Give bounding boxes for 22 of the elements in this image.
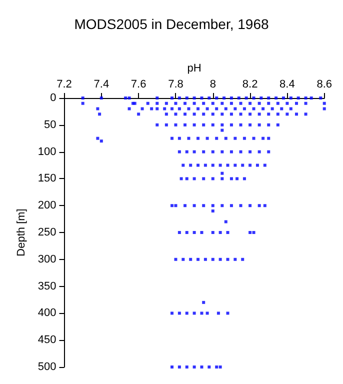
x-tick-label: 8.6 [316, 78, 332, 90]
y-tick-label: 300 [38, 253, 56, 266]
y-tick-label: 500 [38, 361, 56, 373]
y-tick-label: 400 [38, 307, 56, 320]
y-tick-label: 100 [38, 146, 56, 158]
x-tick-label: 8.2 [242, 78, 258, 90]
y-tick-label: 450 [38, 334, 56, 346]
y-tick-label: 0 [50, 92, 56, 104]
y-axis-title: Depth [m] [16, 208, 28, 256]
x-tick-label: 7.2 [56, 78, 72, 90]
x-tick-label: 7.6 [130, 78, 146, 90]
chart-title: MODS2005 in December, 1968 [74, 16, 269, 32]
x-tick-label: 8.4 [280, 78, 295, 90]
y-tick-label: 150 [38, 172, 56, 185]
x-tick-label: 8 [210, 78, 216, 90]
x-tick-label: 7.4 [94, 78, 110, 90]
y-tick-label: 200 [38, 200, 56, 212]
y-tick-label: 350 [38, 280, 56, 292]
y-tick-label: 250 [38, 226, 56, 238]
y-tick-label: 50 [44, 118, 56, 131]
x-axis-title: pH [187, 62, 202, 75]
x-tick-label: 7.8 [168, 78, 184, 90]
